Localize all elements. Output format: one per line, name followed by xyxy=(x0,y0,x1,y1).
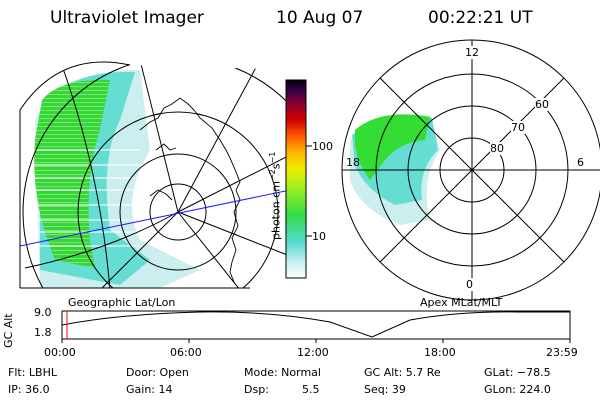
mlt-12-label: 12 xyxy=(465,46,479,59)
geo-panel-label: Geographic Lat/Lon xyxy=(68,296,176,309)
mlt-0-label: 0 xyxy=(466,278,473,291)
ip-status: IP: 36.0 xyxy=(8,383,50,396)
aurora-streaks xyxy=(20,149,150,247)
instrument-title: Ultraviolet Imager xyxy=(50,8,204,28)
time-tick-1800: 18:00 xyxy=(424,346,456,359)
altitude-ticks xyxy=(61,339,571,343)
time-label: 00:22:21 UT xyxy=(428,8,533,28)
mlat-80-label: 80 xyxy=(490,142,504,155)
polar-spokes xyxy=(342,40,600,300)
colorbar xyxy=(285,79,307,279)
time-tick-0600: 06:00 xyxy=(170,346,202,359)
glat-status: GLat: −78.5 xyxy=(484,366,551,379)
gain-status: Gain: 14 xyxy=(126,383,173,396)
meridians xyxy=(24,62,300,288)
mlt-6-label: 6 xyxy=(577,156,584,169)
date-label: 10 Aug 07 xyxy=(276,8,364,28)
polar-aurora-green xyxy=(355,114,430,180)
altitude-plot xyxy=(61,310,571,343)
seq-status: Seq: 39 xyxy=(364,383,406,396)
mlat-70-label: 70 xyxy=(511,121,525,134)
time-tick-2359: 23:59 xyxy=(546,346,578,359)
lat-circles xyxy=(22,62,300,288)
filter-status: Flt: LBHL xyxy=(8,366,57,379)
aurora-green-oval xyxy=(34,79,110,268)
dsp-label: Dsp: xyxy=(244,383,269,396)
colorbar-unit-label: photon cm−2s−1 xyxy=(268,151,283,240)
polar-plot xyxy=(341,39,600,301)
mlat-60-label: 60 xyxy=(535,98,549,111)
glon-status: GLon: 224.0 xyxy=(484,383,551,396)
door-status: Door: Open xyxy=(126,366,189,379)
gc-alt-axis-label: GC Alt xyxy=(2,313,15,348)
colorbar-tick-100: 100 xyxy=(312,140,333,153)
mlt-18-label: 18 xyxy=(346,156,360,169)
orbit-track xyxy=(20,187,300,247)
time-tick-0000: 00:00 xyxy=(44,346,76,359)
alt-tick-high: 9.0 xyxy=(34,306,52,319)
colorbar-ticks xyxy=(306,145,312,237)
geo-frame xyxy=(19,61,131,288)
mode-status: Mode: Normal xyxy=(244,366,321,379)
alt-tick-low: 1.8 xyxy=(34,326,52,339)
polar-panel-label: Apex MLat/MLT xyxy=(420,296,503,309)
coastline xyxy=(139,97,241,283)
colorbar-tick-10: 10 xyxy=(312,230,326,243)
gc-alt-status: GC Alt: 5.7 Re xyxy=(364,366,441,379)
dsp-value: 5.5 xyxy=(302,383,320,396)
altitude-curve xyxy=(61,311,570,338)
geographic-map xyxy=(20,62,300,288)
time-tick-1200: 12:00 xyxy=(297,346,329,359)
